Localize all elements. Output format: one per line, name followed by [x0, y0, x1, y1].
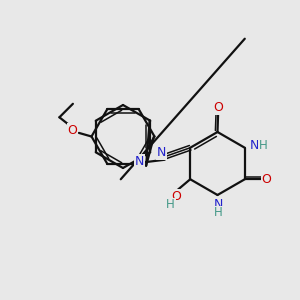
Text: O: O: [68, 124, 77, 137]
Text: O: O: [171, 190, 181, 203]
Text: N: N: [157, 146, 166, 159]
Text: H: H: [214, 206, 223, 220]
Text: O: O: [261, 173, 271, 186]
Text: O: O: [213, 101, 223, 114]
Text: N: N: [134, 155, 144, 168]
Text: N: N: [214, 198, 223, 211]
Text: H: H: [166, 198, 175, 211]
Text: H: H: [258, 139, 267, 152]
Text: N: N: [250, 139, 260, 152]
